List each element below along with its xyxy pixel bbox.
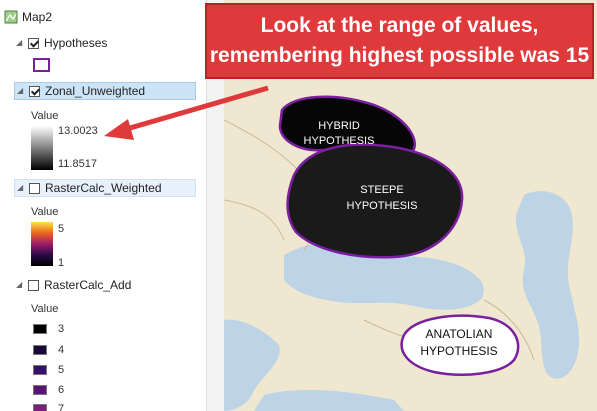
layer-name: RasterCalc_Weighted [45, 181, 162, 195]
layer-visibility-checkbox[interactable] [28, 279, 39, 291]
legend-swatch [33, 324, 47, 334]
legend-swatch [33, 345, 47, 355]
layer-name: RasterCalc_Add [44, 278, 132, 292]
anatolian-hypothesis-polygon [400, 314, 520, 376]
callout-line-1: Look at the range of values, [260, 14, 539, 37]
hypotheses-symbol [33, 58, 50, 72]
legend-swatch-label: 5 [58, 364, 65, 376]
legend-value-label: Value [31, 303, 59, 315]
legend-min-value: 1 [58, 257, 65, 269]
hybrid-label-line1: HYBRID [318, 120, 360, 132]
layer-rastercalc-weighted[interactable]: ◢ RasterCalc_Weighted [14, 179, 196, 197]
color-ramp [31, 222, 53, 266]
legend-value-label: Value [31, 110, 59, 122]
legend-swatch [33, 365, 47, 375]
layer-visibility-checkbox[interactable] [29, 182, 40, 194]
legend-swatch-label: 4 [58, 344, 65, 356]
callout-line-2: remembering highest possible was 15 [209, 44, 590, 67]
legend-max-value: 13.0023 [58, 125, 98, 137]
steepe-hypothesis-polygon [286, 143, 464, 259]
expand-icon[interactable]: ◢ [17, 86, 24, 95]
legend-swatch-label: 6 [58, 384, 65, 396]
expand-icon[interactable]: ◢ [16, 280, 23, 289]
contents-pane: Map2 ◢ Hypotheses ◢ Zonal_Unweighted Val… [0, 0, 206, 411]
legend-max-value: 5 [58, 223, 65, 235]
expand-icon[interactable]: ◢ [16, 38, 23, 47]
steepe-label-line1: STEEPE [360, 184, 403, 196]
annotation-callout: Look at the range of values, remembering… [205, 3, 594, 79]
map-icon [4, 10, 18, 24]
legend-swatch-label: 3 [58, 323, 65, 335]
layer-name: Hypotheses [44, 36, 108, 50]
legend-min-value: 11.8517 [58, 158, 97, 170]
map-node[interactable]: Map2 [4, 8, 52, 26]
legend-swatch [33, 404, 47, 411]
legend-swatch [33, 385, 47, 395]
anatolian-label-line2: HYPOTHESIS [420, 344, 497, 358]
steepe-label-line2: HYPOTHESIS [347, 200, 418, 212]
expand-icon[interactable]: ◢ [17, 183, 24, 192]
grayscale-ramp [31, 126, 53, 170]
layer-rastercalc-add[interactable]: ◢ RasterCalc_Add [16, 276, 131, 294]
hybrid-label-line2: HYPOTHESIS [304, 135, 375, 147]
layer-visibility-checkbox[interactable] [28, 37, 39, 49]
layer-name: Zonal_Unweighted [45, 84, 146, 98]
map-name: Map2 [22, 10, 53, 24]
layer-hypotheses[interactable]: ◢ Hypotheses [16, 34, 107, 52]
anatolian-label-line1: ANATOLIAN [426, 327, 493, 341]
layer-zonal-unweighted[interactable]: ◢ Zonal_Unweighted [14, 82, 196, 100]
layer-visibility-checkbox[interactable] [29, 85, 40, 97]
legend-swatch-label: 7 [58, 403, 65, 411]
legend-value-label: Value [31, 206, 59, 218]
